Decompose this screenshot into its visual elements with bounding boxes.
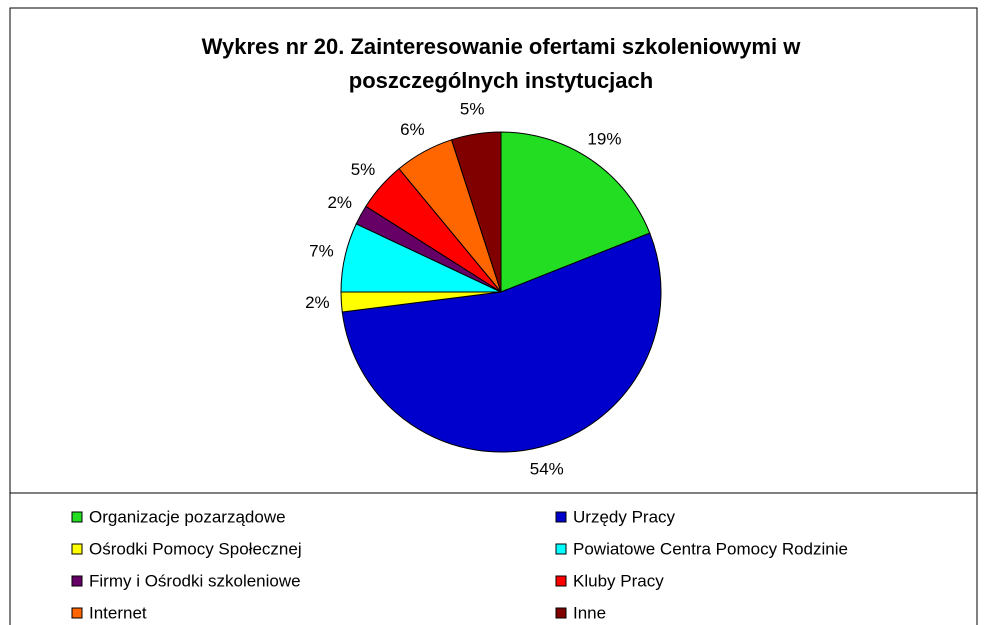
- legend-swatch: [71, 511, 83, 523]
- legend-swatch: [71, 607, 83, 619]
- data-label: 6%: [400, 120, 425, 139]
- pie-slice: [450, 131, 502, 293]
- data-label: 2%: [327, 193, 352, 212]
- legend-swatch: [555, 511, 567, 523]
- legend-label: Ośrodki Pomocy Społecznej: [89, 539, 302, 558]
- data-label: 2%: [305, 293, 330, 312]
- pie-slice: [500, 131, 651, 293]
- data-label: 5%: [460, 100, 485, 119]
- legend-swatch: [555, 543, 567, 555]
- legend-label: Internet: [89, 603, 147, 622]
- legend-label: Urzędy Pracy: [573, 507, 676, 526]
- data-label: 7%: [309, 241, 334, 260]
- legend-label: Powiatowe Centra Pomocy Rodzinie: [573, 539, 848, 558]
- legend-swatch: [71, 543, 83, 555]
- legend-label: Kluby Pracy: [573, 571, 664, 590]
- legend-swatch: [555, 607, 567, 619]
- legend-label: Firmy i Ośrodki szkoleniowe: [89, 571, 301, 590]
- legend-swatch: [555, 575, 567, 587]
- chart-border: [9, 7, 978, 625]
- chart-title: Wykres nr 20. Zainteresowanie ofertami s…: [201, 34, 801, 93]
- data-label: 5%: [351, 160, 376, 179]
- data-label: 19%: [587, 129, 621, 148]
- data-label: 54%: [530, 460, 564, 479]
- legend-label: Inne: [573, 603, 606, 622]
- legend-swatch: [71, 575, 83, 587]
- pie-slice: [341, 232, 662, 453]
- legend-label: Organizacje pozarządowe: [89, 507, 286, 526]
